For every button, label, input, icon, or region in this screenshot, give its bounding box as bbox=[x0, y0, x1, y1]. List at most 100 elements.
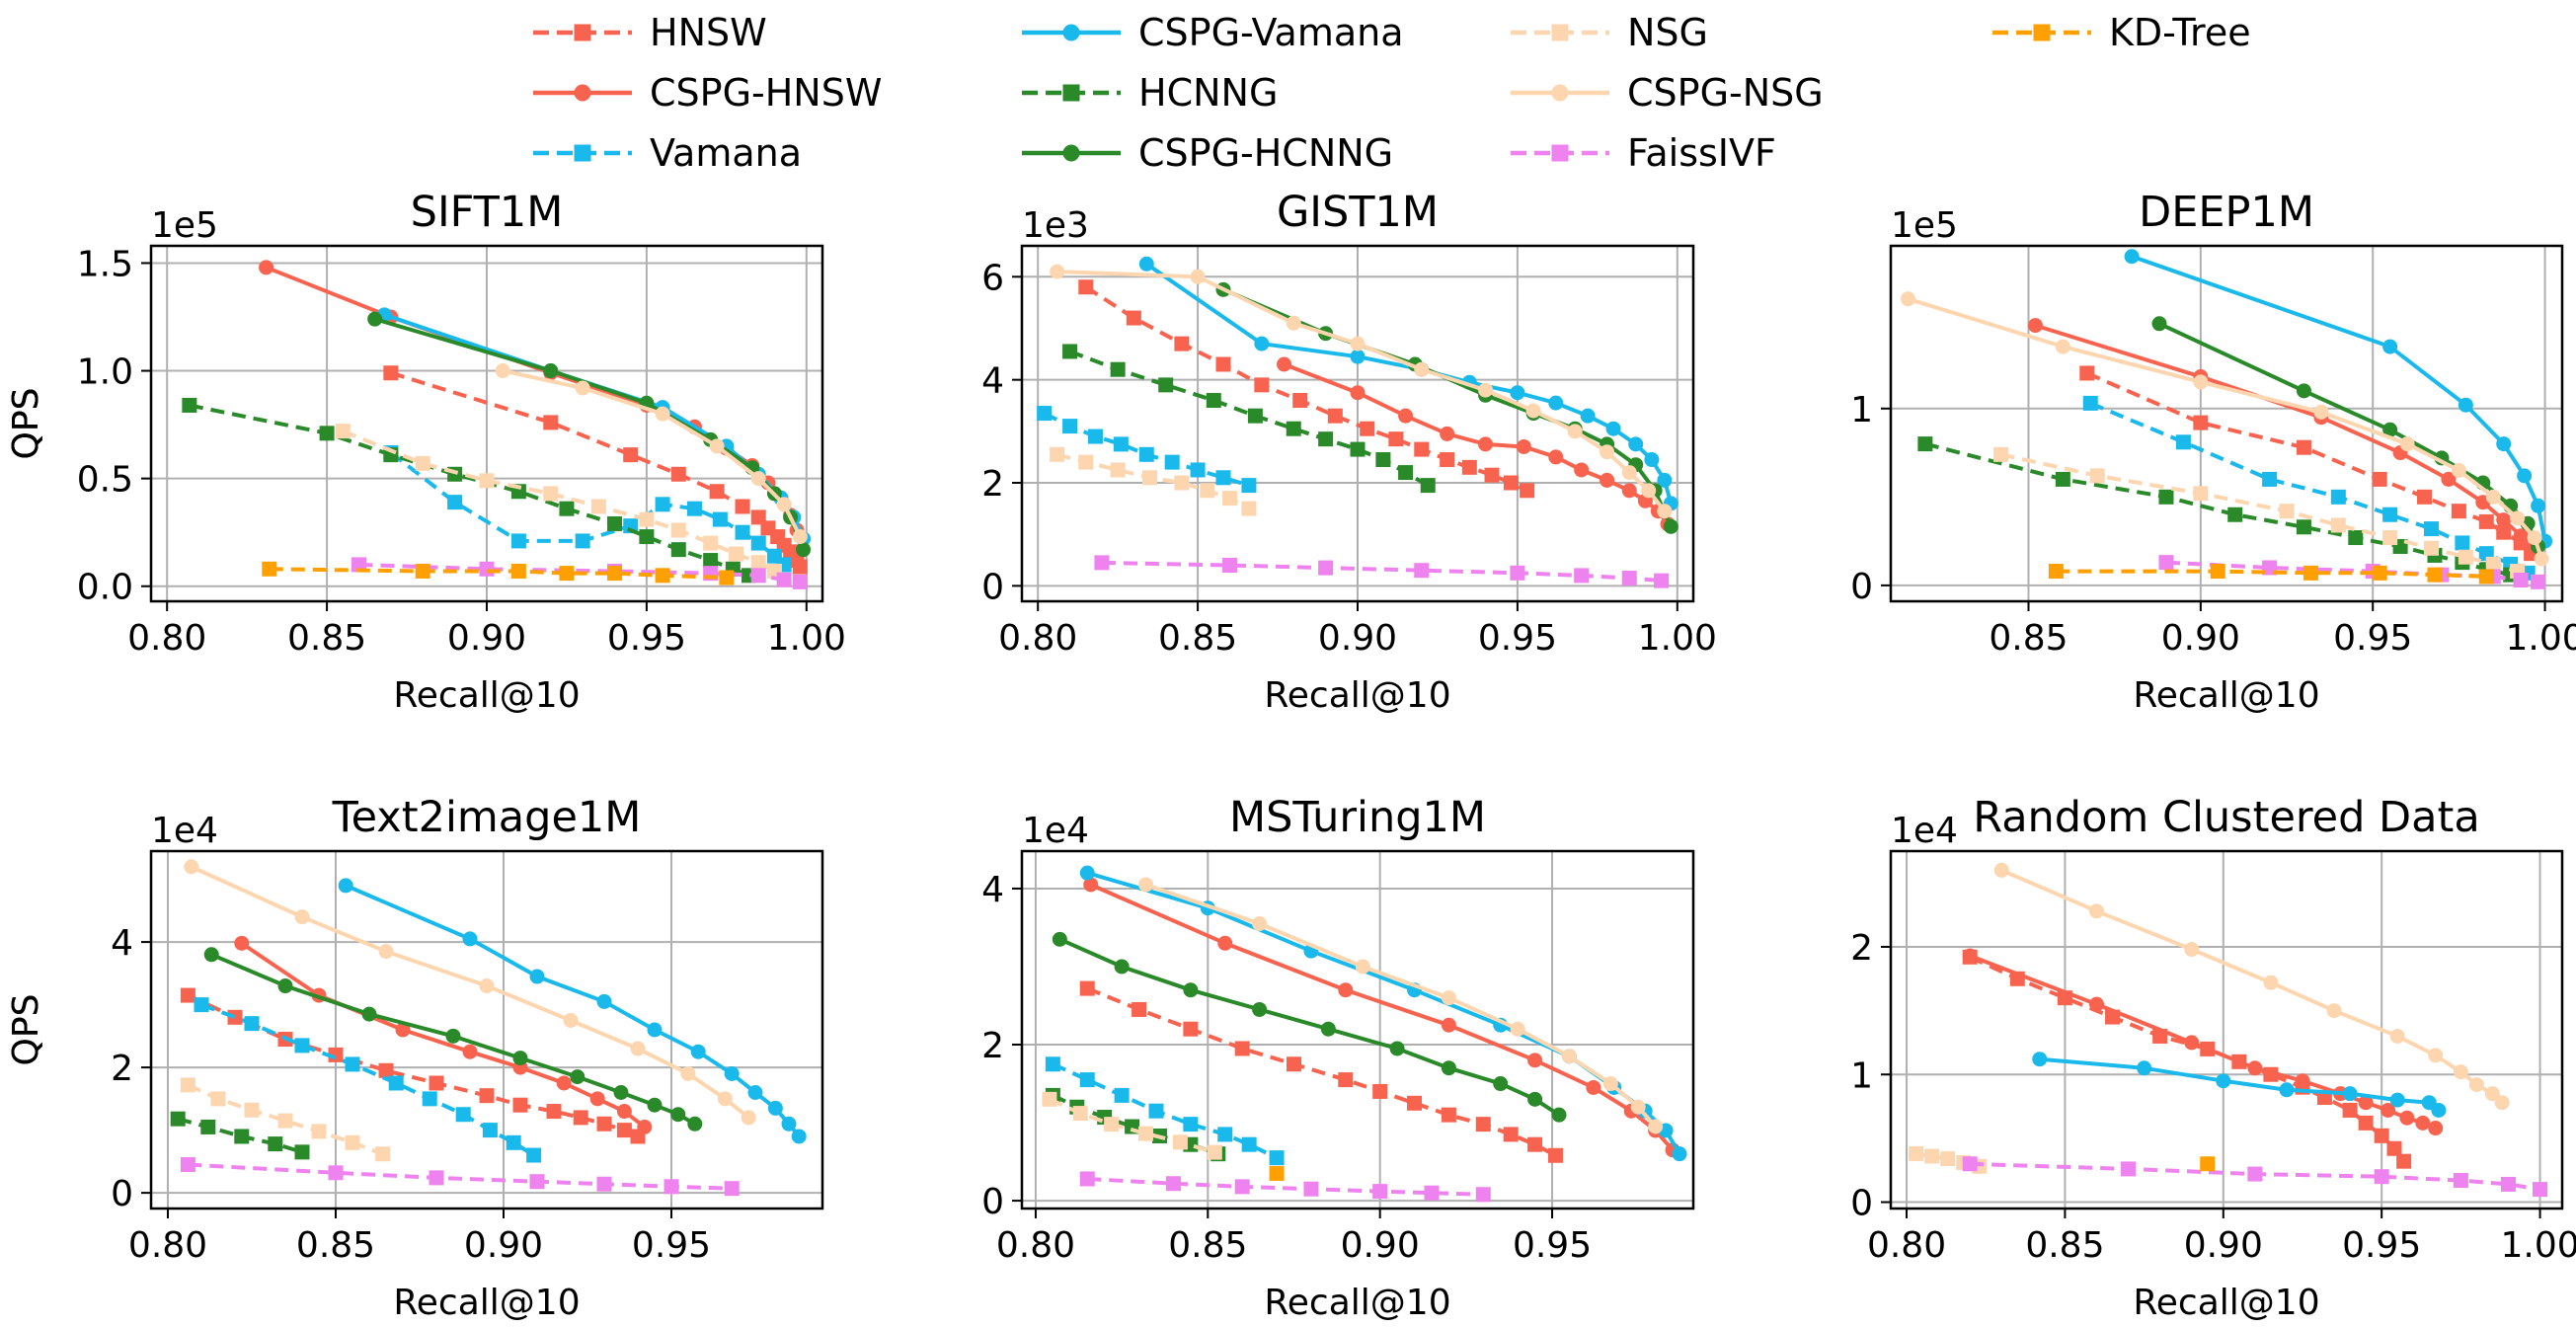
data-point bbox=[378, 944, 394, 960]
series-hcnng bbox=[1062, 344, 1436, 494]
legend-item-faissivf: FaissIVF bbox=[1511, 131, 1776, 175]
data-point bbox=[1440, 426, 1455, 441]
data-point bbox=[2175, 434, 2191, 450]
legend-marker bbox=[1551, 144, 1569, 162]
data-point bbox=[1605, 421, 1621, 436]
data-point bbox=[1398, 465, 1414, 481]
series-line bbox=[1086, 871, 1681, 1155]
data-point bbox=[203, 947, 219, 963]
data-point bbox=[1461, 459, 1477, 475]
data-point bbox=[2427, 567, 2443, 583]
data-point bbox=[543, 486, 559, 502]
data-point bbox=[244, 1102, 260, 1118]
data-point bbox=[268, 1136, 283, 1152]
data-point bbox=[2374, 1128, 2389, 1143]
data-point bbox=[1350, 441, 1366, 457]
data-point bbox=[2386, 1140, 2402, 1156]
series-vamana bbox=[1037, 406, 1257, 494]
data-point bbox=[2193, 415, 2209, 430]
data-point bbox=[1190, 269, 1206, 284]
data-point bbox=[2453, 1173, 2468, 1189]
data-point bbox=[1254, 336, 1270, 351]
series-line bbox=[1101, 560, 1662, 584]
data-point bbox=[2055, 339, 2070, 354]
legend-marker bbox=[1551, 84, 1569, 102]
chart-panels: 0.80 0.85 0.90 0.95 1.00 0.0 0.5 1.0 1.5 SIFT1M 1e… bbox=[6, 188, 2576, 1323]
data-point bbox=[2389, 1092, 2405, 1108]
data-point bbox=[1478, 382, 1494, 398]
data-point bbox=[447, 495, 463, 510]
data-point bbox=[2423, 540, 2439, 556]
data-point bbox=[1286, 421, 1301, 436]
series-faissivf bbox=[180, 1157, 740, 1197]
data-point bbox=[750, 471, 766, 487]
data-point bbox=[1062, 344, 1078, 359]
data-point bbox=[1338, 982, 1354, 998]
data-point bbox=[262, 561, 277, 577]
data-point bbox=[1648, 1119, 1664, 1134]
series-line bbox=[190, 865, 750, 1120]
data-point bbox=[1303, 1181, 1319, 1197]
data-point bbox=[1414, 563, 1430, 579]
data-point bbox=[1503, 1127, 1519, 1142]
data-point bbox=[750, 535, 766, 551]
data-point bbox=[1628, 436, 1644, 452]
data-point bbox=[1148, 1103, 1164, 1119]
legend-marker bbox=[1062, 144, 1080, 162]
data-point bbox=[422, 1091, 437, 1107]
series-cspg-hnsw bbox=[2027, 318, 2539, 558]
legend-item-nsg: NSG bbox=[1511, 11, 1708, 54]
data-point bbox=[1475, 1187, 1491, 1203]
data-point bbox=[639, 511, 655, 527]
legend-label: NSG bbox=[1627, 11, 1708, 54]
data-point bbox=[335, 424, 351, 439]
data-point bbox=[637, 1119, 653, 1134]
data-point bbox=[2478, 569, 2494, 585]
data-point bbox=[1269, 1165, 1285, 1181]
data-point bbox=[2137, 1060, 2152, 1076]
series-cspg-nsg bbox=[1050, 264, 1673, 519]
data-point bbox=[1630, 1099, 1646, 1115]
data-point bbox=[2417, 489, 2433, 505]
series-kd-tree bbox=[262, 561, 735, 585]
data-point bbox=[1600, 472, 1615, 488]
data-point bbox=[2455, 535, 2470, 551]
y-axis-label: QPS bbox=[6, 388, 46, 460]
x-tick-label: 0.85 bbox=[296, 1225, 375, 1266]
data-point bbox=[1183, 1021, 1199, 1037]
data-point bbox=[2055, 471, 2070, 487]
series-layer bbox=[1909, 862, 2548, 1198]
series-kd-tree bbox=[2048, 564, 2494, 585]
data-point bbox=[2032, 1052, 2048, 1067]
data-point bbox=[277, 978, 293, 994]
data-point bbox=[2396, 1153, 2412, 1169]
series-cspg-hnsw bbox=[1277, 356, 1676, 532]
data-point bbox=[655, 497, 670, 512]
data-point bbox=[570, 1069, 585, 1085]
x-tick-label: 0.95 bbox=[2333, 618, 2412, 659]
y-scale-label: 1e4 bbox=[1891, 811, 1958, 851]
data-point bbox=[596, 993, 612, 1009]
data-point bbox=[388, 1075, 404, 1091]
data-point bbox=[792, 529, 808, 545]
data-point bbox=[1375, 452, 1391, 468]
series-line bbox=[188, 1162, 733, 1191]
data-point bbox=[311, 1124, 327, 1139]
data-point bbox=[2088, 903, 2104, 919]
legend-marker bbox=[2033, 24, 2051, 41]
data-point bbox=[1548, 1147, 1564, 1163]
series-line bbox=[1087, 1177, 1484, 1197]
series-nsg bbox=[1050, 446, 1257, 516]
data-point bbox=[1350, 336, 1366, 351]
y-axis-label: QPS bbox=[6, 994, 46, 1066]
legend-marker bbox=[574, 24, 591, 41]
series-cspg-hnsw bbox=[1083, 877, 1680, 1158]
chart-sift1m: 0.80 0.85 0.90 0.95 1.00 0.0 0.5 1.0 1.5 SIFT1M 1e… bbox=[6, 188, 846, 716]
data-point bbox=[2458, 549, 2473, 565]
data-point bbox=[1037, 406, 1053, 422]
data-point bbox=[1206, 393, 1221, 409]
data-point bbox=[1372, 1083, 1388, 1099]
data-point bbox=[1079, 980, 1095, 996]
x-tick-label: 0.85 bbox=[1989, 618, 2068, 659]
data-point bbox=[2533, 1182, 2548, 1198]
